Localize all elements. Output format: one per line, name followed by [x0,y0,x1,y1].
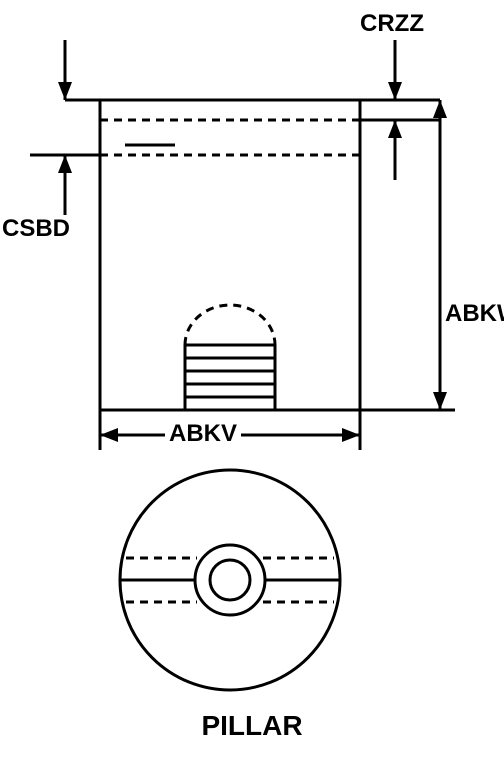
abkv-label: ABKV [165,420,241,448]
abkv-right-arrowhead [342,428,360,442]
crzz-top-arrowhead [388,82,402,100]
csbd-bottom-arrowhead [58,155,72,173]
csbd-top-arrowhead [58,82,72,100]
diagram-container: CRZZ CSBD ABKW ABKV PILLAR [0,0,504,774]
abkv-left-arrowhead [100,428,118,442]
technical-drawing-svg [0,0,504,720]
abkw-bottom-arrowhead [433,392,447,410]
crzz-bottom-arrowhead [388,120,402,138]
top-view-inner-circle [210,560,250,600]
abkw-top-arrowhead [433,100,447,118]
diagram-title: PILLAR [0,710,504,742]
csbd-label: CSBD [2,215,70,243]
abkw-label: ABKW [445,300,504,328]
crzz-label: CRZZ [360,10,424,38]
